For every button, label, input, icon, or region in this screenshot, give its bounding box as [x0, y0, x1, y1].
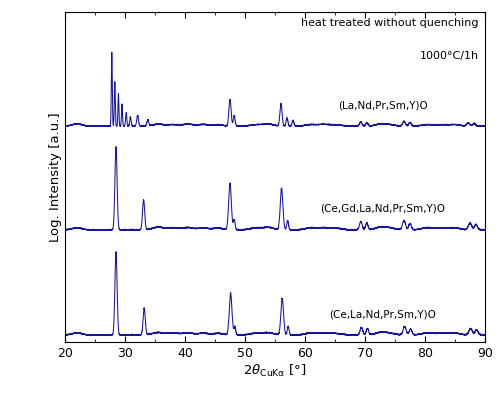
Text: 1000°C/1h: 1000°C/1h	[420, 51, 478, 61]
Y-axis label: Log. Intensity [a.u.]: Log. Intensity [a.u.]	[49, 112, 62, 242]
Text: (Ce,La,Nd,Pr,Sm,Y)O: (Ce,La,Nd,Pr,Sm,Y)O	[330, 309, 436, 319]
Text: (La,Nd,Pr,Sm,Y)O: (La,Nd,Pr,Sm,Y)O	[338, 100, 428, 110]
Text: heat treated without quenching: heat treated without quenching	[301, 18, 478, 28]
X-axis label: $2\theta_{\mathrm{CuK\alpha}}\ [°]$: $2\theta_{\mathrm{CuK\alpha}}\ [°]$	[243, 363, 307, 378]
Text: (Ce,Gd,La,Nd,Pr,Sm,Y)O: (Ce,Gd,La,Nd,Pr,Sm,Y)O	[320, 204, 446, 214]
